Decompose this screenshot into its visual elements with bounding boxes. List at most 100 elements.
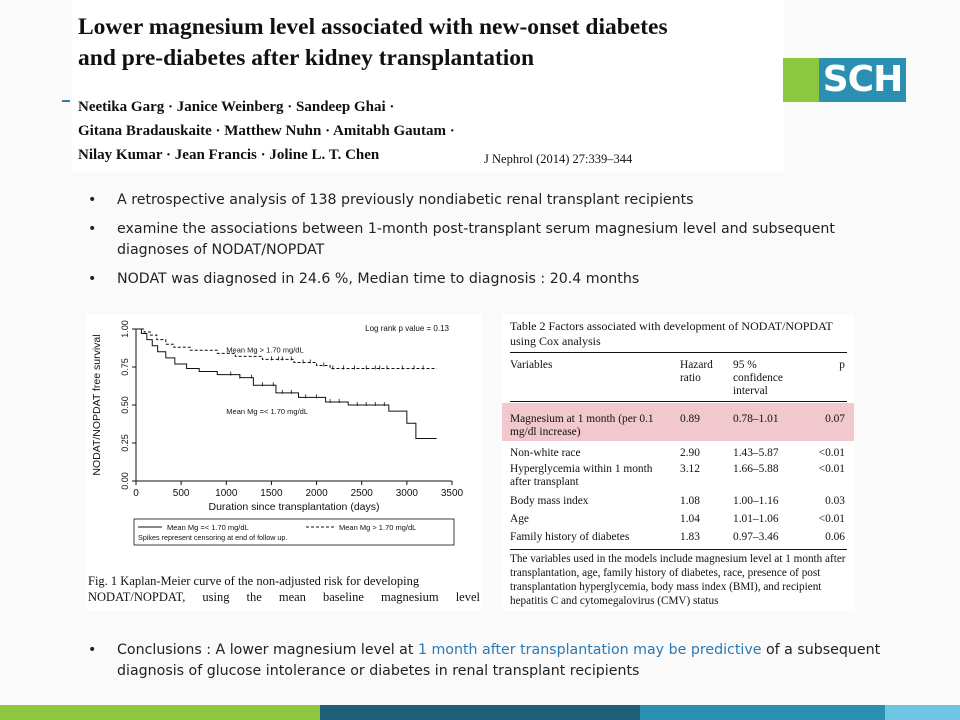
table-footnote: The variables used in the models include… bbox=[510, 553, 846, 607]
caption-line-2: NODAT/NOPDAT, using the mean baseline ma… bbox=[88, 590, 480, 606]
bar-segment bbox=[0, 705, 320, 720]
x-tick-label: 2500 bbox=[351, 488, 374, 499]
table-header-row: Variables Hazard ratio 95 % confidence i… bbox=[510, 359, 847, 397]
logo-green-block bbox=[783, 58, 819, 102]
cox-table: Table 2 Factors associated with developm… bbox=[502, 315, 854, 611]
caption-word: NODAT/NOPDAT, bbox=[88, 589, 186, 604]
table-rule bbox=[510, 549, 847, 550]
journal-citation: J Nephrol (2014) 27:339–344 bbox=[484, 152, 633, 166]
x-tick-label: 2000 bbox=[305, 488, 328, 499]
x-tick-label: 0 bbox=[133, 488, 139, 499]
paper-title: Lower magnesium level associated with ne… bbox=[78, 12, 784, 74]
x-tick-label: 3500 bbox=[441, 488, 464, 499]
series-label-high-mg: Mean Mg > 1.70 mg/dL bbox=[226, 346, 303, 355]
x-tick-label: 3000 bbox=[396, 488, 419, 499]
cell-variable: Body mass index bbox=[510, 495, 589, 507]
header-panel bbox=[72, 0, 784, 172]
table-rule bbox=[510, 401, 847, 402]
author-line-1: Neetika Garg · Janice Weinberg · Sandeep… bbox=[78, 99, 395, 115]
legend-entry-low-mg: Mean Mg =< 1.70 mg/dL bbox=[167, 523, 249, 532]
cell-hazard-ratio: 2.90 bbox=[680, 447, 700, 459]
x-tick-label: 500 bbox=[173, 488, 190, 499]
accent-dash bbox=[62, 100, 70, 102]
caption-word: mean bbox=[278, 589, 306, 604]
cell-p: 0.07 bbox=[825, 413, 845, 425]
cell-hazard-ratio: 1.04 bbox=[680, 513, 700, 525]
conclusion-bullet: • Conclusions : A lower magnesium level a… bbox=[88, 640, 898, 690]
bullet-dot: • bbox=[88, 642, 97, 658]
y-tick-label: 0.00 bbox=[120, 472, 130, 490]
kaplan-meier-figure: 0 500 1000 1500 2000 2500 3000 3500 0.00 0.25 0.50… bbox=[86, 315, 482, 611]
y-axis-label: NODAT/NOPDAT free survival bbox=[91, 334, 103, 475]
cell-ci: 1.01–1.06 bbox=[733, 513, 779, 525]
conclusion-suffix: of a subsequent diagnosis of glucose int… bbox=[117, 642, 881, 679]
table-rule bbox=[510, 352, 847, 353]
conclusion-highlight: 1 month after transplantation may be pre… bbox=[417, 642, 762, 658]
title-line-1: Lower magnesium level associated with ne… bbox=[78, 14, 668, 40]
caption-word: the bbox=[246, 589, 262, 604]
cell-variable: Magnesium at 1 month (per 0.1 mg/dl incr… bbox=[510, 413, 654, 438]
conclusion-prefix: Conclusions : A lower magnesium level at bbox=[117, 642, 418, 658]
cell-hazard-ratio: 0.89 bbox=[680, 413, 700, 425]
cell-variable: Age bbox=[510, 513, 529, 525]
table-row: Body mass index 1.08 1.00–1.16 0.03 bbox=[510, 495, 847, 525]
bullet-dot: • bbox=[88, 221, 97, 237]
cell-hazard-ratio: 1.83 bbox=[680, 531, 700, 543]
summary-bullets: • A retrospective analysis of 138 previou… bbox=[88, 190, 898, 298]
table-row: Family history of diabetes 1.83 0.97–3.4… bbox=[510, 531, 847, 561]
km-chart: 0 500 1000 1500 2000 2500 3000 3500 0.00 0.25 0.50… bbox=[91, 320, 464, 546]
header-variables: Variables bbox=[510, 359, 553, 371]
bullet-text: A retrospective analysis of 138 previous… bbox=[117, 192, 694, 208]
cell-ci: 1.00–1.16 bbox=[733, 495, 779, 507]
bullet-dot: • bbox=[88, 192, 97, 208]
logrank-annotation: Log rank p value = 0.13 bbox=[365, 324, 449, 333]
y-tick-label: 1.00 bbox=[120, 320, 130, 338]
author-line-2: Gitana Bradauskaite · Matthew Nuhn · Ami… bbox=[78, 123, 455, 139]
bullet-text: NODAT was diagnosed in 24.6 %, Median ti… bbox=[117, 271, 640, 287]
cell-variable: Family history of diabetes bbox=[510, 531, 630, 543]
bottom-color-bar bbox=[0, 705, 960, 720]
caption-word: using bbox=[202, 589, 230, 604]
caption-word: level bbox=[455, 589, 480, 604]
highlight-row-background bbox=[502, 403, 854, 441]
author-list: Neetika Garg · Janice Weinberg · Sandeep… bbox=[78, 95, 455, 167]
caption-word: baseline bbox=[322, 589, 364, 604]
author-line-3: Nilay Kumar · Jean Francis · Joline L. T… bbox=[78, 147, 380, 163]
header-confidence-interval: 95 % confidence interval bbox=[733, 359, 783, 397]
title-line-2: and pre-diabetes after kidney transplant… bbox=[78, 45, 535, 71]
table-row: Hyperglycemia within 1 month after trans… bbox=[510, 463, 847, 493]
cell-p: <0.01 bbox=[818, 513, 845, 525]
bar-segment bbox=[640, 705, 885, 720]
cell-p: <0.01 bbox=[818, 463, 845, 475]
bullet-dot: • bbox=[88, 271, 97, 287]
series-label-low-mg: Mean Mg =< 1.70 mg/dL bbox=[226, 407, 308, 416]
table-row: Non-white race 2.90 1.43–5.87 <0.01 bbox=[510, 447, 847, 477]
legend-entry-high-mg: Mean Mg > 1.70 mg/dL bbox=[339, 523, 416, 532]
bar-segment bbox=[320, 705, 640, 720]
x-tick-label: 1000 bbox=[215, 488, 238, 499]
table-row: Age 1.04 1.01–1.06 <0.01 bbox=[510, 513, 847, 543]
cell-hazard-ratio: 1.08 bbox=[680, 495, 700, 507]
sch-logo: SCH bbox=[783, 58, 906, 102]
caption-line-1: Fig. 1 Kaplan-Meier curve of the non-adj… bbox=[88, 574, 420, 588]
bullet-item: • examine the associations between 1-mont… bbox=[88, 219, 898, 261]
table-row: Magnesium at 1 month (per 0.1 mg/dl incr… bbox=[510, 413, 847, 443]
series-line-low-mg bbox=[136, 328, 437, 439]
cell-variable: Non-white race bbox=[510, 447, 581, 459]
cell-p: 0.03 bbox=[825, 495, 845, 507]
bullet-item: • Conclusions : A lower magnesium level a… bbox=[88, 640, 898, 682]
cell-ci: 1.43–5.87 bbox=[733, 447, 779, 459]
cell-hazard-ratio: 3.12 bbox=[680, 463, 700, 475]
y-tick-label: 0.50 bbox=[120, 396, 130, 414]
cell-ci: 0.78–1.01 bbox=[733, 413, 779, 425]
y-tick-label: 0.25 bbox=[120, 434, 130, 452]
bullet-item: • A retrospective analysis of 138 previou… bbox=[88, 190, 898, 211]
bar-segment bbox=[885, 705, 960, 720]
header-hazard-ratio: Hazard ratio bbox=[680, 359, 713, 384]
legend-note: Spikes represent censoring at end of fol… bbox=[138, 533, 287, 542]
cell-ci: 1.66–5.88 bbox=[733, 463, 779, 475]
cell-ci: 0.97–3.46 bbox=[733, 531, 779, 543]
cell-p: <0.01 bbox=[818, 447, 845, 459]
series-line-high-mg bbox=[136, 328, 437, 370]
x-tick-label: 1500 bbox=[260, 488, 283, 499]
